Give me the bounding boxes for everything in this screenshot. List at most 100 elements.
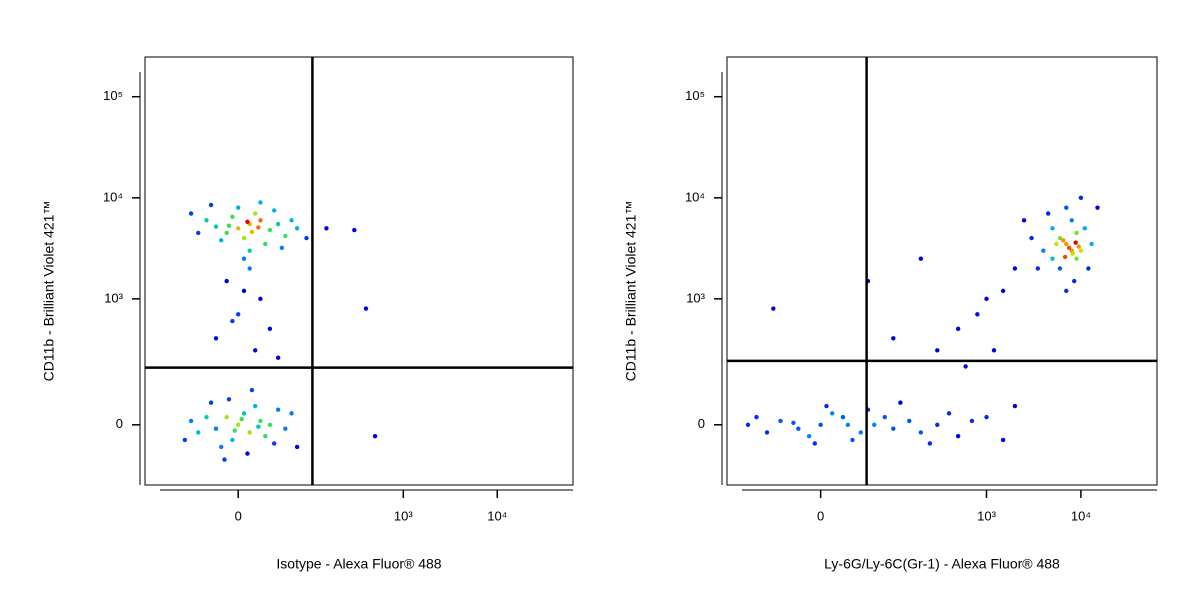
event-dot (918, 430, 924, 435)
event-dot (955, 326, 961, 332)
x-axis-title: Ly-6G/Ly-6C(Gr-1) - Alexa Fluor® 488 (824, 556, 1060, 572)
event-dot (1062, 254, 1068, 260)
event-dot (196, 230, 201, 236)
event-dot (236, 312, 241, 317)
event-dot (232, 428, 237, 433)
event-dot (969, 418, 975, 424)
event-dot (224, 230, 229, 236)
y-tick-label: 10³ (104, 290, 123, 305)
event-dot (1061, 238, 1066, 243)
event-dot (247, 248, 252, 253)
x-tick-label: 10⁴ (1071, 508, 1091, 523)
event-dot (247, 266, 252, 271)
event-dot (256, 424, 261, 429)
event-dot (1045, 211, 1051, 216)
event-dot (267, 326, 273, 332)
event-dot (275, 407, 281, 412)
event-dot (1054, 241, 1059, 247)
event-dot (1041, 248, 1046, 253)
event-dot (245, 219, 250, 224)
event-dot (1057, 235, 1063, 241)
event-dot (1012, 403, 1018, 409)
event-dot (872, 422, 877, 427)
event-dot (1064, 288, 1069, 294)
event-dot (271, 208, 277, 213)
event-dot (304, 235, 309, 241)
event-dot (271, 441, 277, 446)
event-dot (230, 437, 235, 443)
event-dot (963, 364, 968, 369)
event-dot (230, 214, 235, 219)
event-dot (1078, 248, 1084, 253)
x-tick-label: 0 (235, 508, 242, 523)
event-dot (898, 400, 903, 405)
event-dot (258, 200, 263, 205)
event-dot (935, 348, 940, 353)
event-dot (1082, 226, 1088, 231)
event-dot (984, 414, 989, 420)
event-dot (927, 441, 933, 446)
event-dot (188, 418, 194, 424)
event-dot (236, 205, 241, 210)
event-dot (796, 426, 801, 431)
event-dot (882, 414, 887, 420)
event-dot (258, 218, 263, 223)
event-dot (267, 227, 273, 233)
event-dot (806, 434, 812, 439)
event-dot (294, 226, 300, 231)
event-dot (1000, 437, 1006, 443)
event-dot (283, 233, 288, 239)
event-dot (764, 430, 770, 435)
event-dot (294, 444, 300, 450)
event-dot (226, 223, 232, 228)
event-dot (935, 422, 940, 427)
event-dot (1089, 241, 1094, 247)
y-tick-label: 10⁴ (103, 189, 123, 204)
event-dot (252, 348, 258, 353)
event-dot (791, 420, 796, 426)
event-dot (1057, 266, 1063, 271)
x-axis-title: Isotype - Alexa Fluor® 488 (276, 556, 441, 572)
event-dot (196, 430, 201, 435)
event-dot (252, 403, 258, 409)
event-dot (352, 227, 357, 233)
event-dot (918, 256, 924, 261)
event-dot (236, 226, 241, 231)
event-dot (1074, 256, 1079, 261)
event-dot (1072, 278, 1077, 284)
event-dot (829, 411, 835, 416)
event-dot (1050, 256, 1055, 261)
event-dot (245, 451, 250, 456)
event-dot (771, 306, 776, 311)
x-tick-label: 10³ (394, 508, 413, 523)
event-dot (363, 306, 369, 311)
event-dot (208, 400, 214, 405)
event-dot (213, 336, 219, 341)
event-dot (258, 296, 263, 302)
event-dot (267, 422, 273, 427)
event-dot (1095, 205, 1100, 210)
event-dot (324, 226, 329, 231)
event-dot (249, 229, 255, 235)
event-dot (283, 426, 288, 431)
y-tick-label: 10⁵ (685, 88, 705, 103)
event-dot (840, 414, 846, 420)
x-tick-label: 0 (817, 508, 824, 523)
panel: 0 10³ 10⁴ 0 10³ 10⁴ 10⁵ Isotype - Alexa Fluor® … (41, 56, 574, 572)
event-dot (1035, 266, 1041, 271)
event-dot (1069, 218, 1074, 223)
event-dot (1073, 240, 1078, 245)
event-dot (224, 414, 229, 420)
event-dot (239, 416, 244, 422)
event-dot (1074, 230, 1079, 236)
event-dot (858, 430, 863, 435)
plot-frame (726, 56, 1158, 486)
event-dot (891, 426, 896, 431)
event-dot (845, 422, 851, 427)
event-dot (955, 434, 961, 439)
event-dot (907, 418, 912, 424)
y-tick-label: 0 (698, 416, 705, 431)
y-tick-label: 10⁵ (103, 88, 123, 103)
event-dot (241, 256, 247, 261)
panel: 0 10³ 10⁴ 0 10³ 10⁴ 10⁵ Ly-6G/Ly-6C(Gr-1) - Ale… (623, 56, 1158, 572)
